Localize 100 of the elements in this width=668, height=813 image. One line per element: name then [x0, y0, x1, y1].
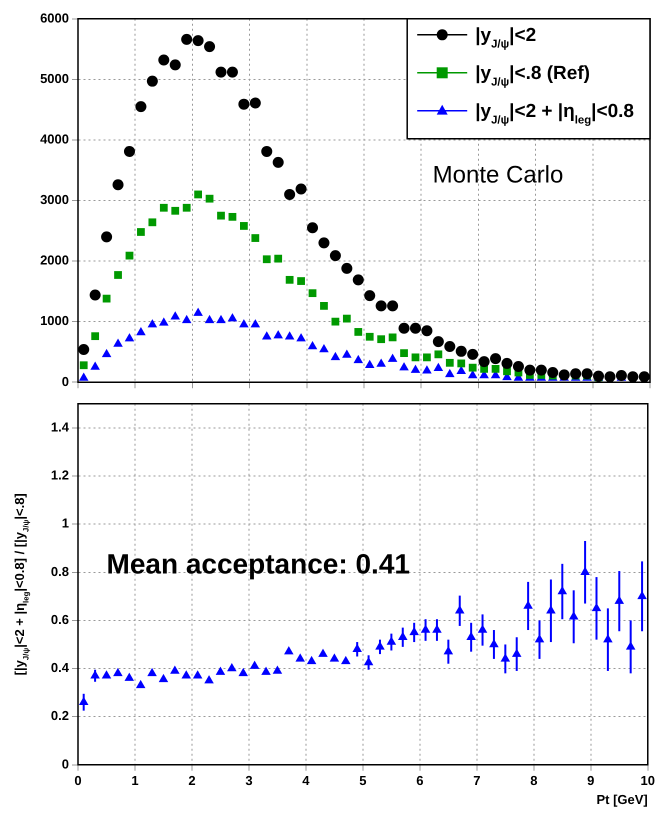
point	[216, 314, 226, 324]
point	[398, 322, 410, 334]
y-tick-label: 0.4	[50, 660, 70, 676]
point	[354, 328, 362, 336]
point	[377, 335, 386, 344]
point	[432, 336, 444, 348]
point	[341, 656, 351, 664]
point	[251, 234, 260, 242]
point	[318, 648, 328, 657]
point	[262, 255, 271, 264]
point	[238, 668, 248, 676]
annotation: Monte Carlo	[432, 161, 564, 188]
point	[502, 358, 512, 369]
point	[306, 656, 316, 664]
point	[228, 212, 236, 221]
x-tick-label: 1	[131, 773, 139, 788]
point	[296, 333, 306, 342]
point	[250, 660, 260, 669]
point	[547, 367, 558, 378]
point	[330, 250, 341, 262]
point	[91, 332, 100, 340]
y-tick-label: 0.8	[50, 564, 69, 579]
point	[272, 156, 284, 168]
point	[170, 665, 180, 674]
point	[216, 66, 226, 78]
point	[308, 289, 316, 298]
point	[204, 675, 214, 684]
point	[124, 146, 135, 157]
point	[366, 332, 374, 341]
point	[444, 340, 456, 352]
x-tick-label: 4	[302, 773, 310, 788]
point	[296, 183, 307, 194]
point	[250, 97, 261, 108]
point	[113, 338, 123, 347]
point	[284, 331, 294, 340]
point	[320, 302, 328, 310]
point	[273, 330, 283, 338]
point	[124, 333, 134, 342]
point	[536, 364, 547, 376]
point	[261, 666, 271, 675]
point	[524, 364, 536, 376]
point	[604, 371, 616, 382]
point	[330, 352, 340, 360]
point	[158, 54, 170, 66]
point	[113, 668, 123, 676]
point	[136, 680, 146, 688]
point	[102, 348, 112, 358]
point	[295, 653, 305, 662]
point	[206, 194, 214, 203]
point	[194, 190, 202, 198]
point	[512, 360, 524, 372]
point	[146, 76, 158, 87]
point	[456, 346, 467, 357]
point	[457, 360, 466, 368]
point	[181, 670, 192, 679]
point	[400, 349, 408, 358]
point	[135, 101, 146, 112]
point	[468, 364, 477, 372]
point	[192, 670, 202, 679]
point	[261, 146, 272, 157]
point	[148, 319, 158, 328]
point	[272, 665, 282, 674]
point	[284, 188, 296, 200]
x-tick-label: 6	[416, 773, 424, 788]
point	[308, 340, 318, 350]
point	[192, 35, 204, 46]
point	[387, 300, 398, 312]
y-tick-label: 1.2	[50, 468, 69, 483]
point	[388, 354, 398, 362]
point	[434, 362, 444, 372]
point	[319, 344, 329, 352]
y-tick-label: 0.2	[50, 708, 69, 724]
point	[422, 365, 432, 374]
point	[490, 353, 502, 364]
point	[423, 353, 431, 362]
y-tick-label: 1000	[40, 313, 69, 328]
point	[90, 289, 101, 300]
point	[399, 362, 409, 370]
point	[342, 349, 352, 358]
point	[341, 262, 352, 274]
point	[159, 317, 169, 326]
point	[124, 672, 134, 681]
x-axis-title: Pt [GeV]	[596, 792, 648, 807]
y-tick-label: 1	[62, 516, 69, 531]
point	[364, 360, 374, 368]
y-tick-label: 5000	[40, 70, 69, 86]
annotation: Mean acceptance: 0.41	[106, 548, 410, 580]
x-tick-label: 9	[587, 773, 594, 788]
point	[445, 368, 455, 378]
point	[558, 369, 570, 380]
point	[239, 319, 249, 328]
point	[354, 354, 364, 364]
y-tick-label: 3000	[40, 192, 69, 208]
point	[410, 322, 421, 334]
point	[114, 271, 122, 279]
x-tick-label: 5	[359, 773, 366, 788]
x-tick-label: 3	[245, 773, 253, 788]
point	[112, 179, 124, 190]
point	[182, 314, 192, 324]
point	[286, 276, 294, 284]
